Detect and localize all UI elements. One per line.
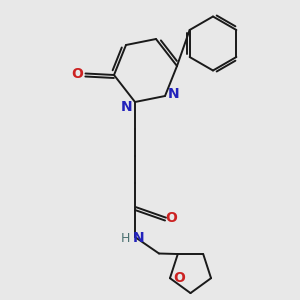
Text: N: N: [133, 232, 145, 245]
Text: N: N: [168, 87, 179, 100]
Text: O: O: [173, 271, 185, 285]
Text: N: N: [121, 100, 132, 113]
Text: O: O: [166, 211, 178, 224]
Text: O: O: [71, 67, 83, 80]
Text: H: H: [121, 232, 130, 245]
